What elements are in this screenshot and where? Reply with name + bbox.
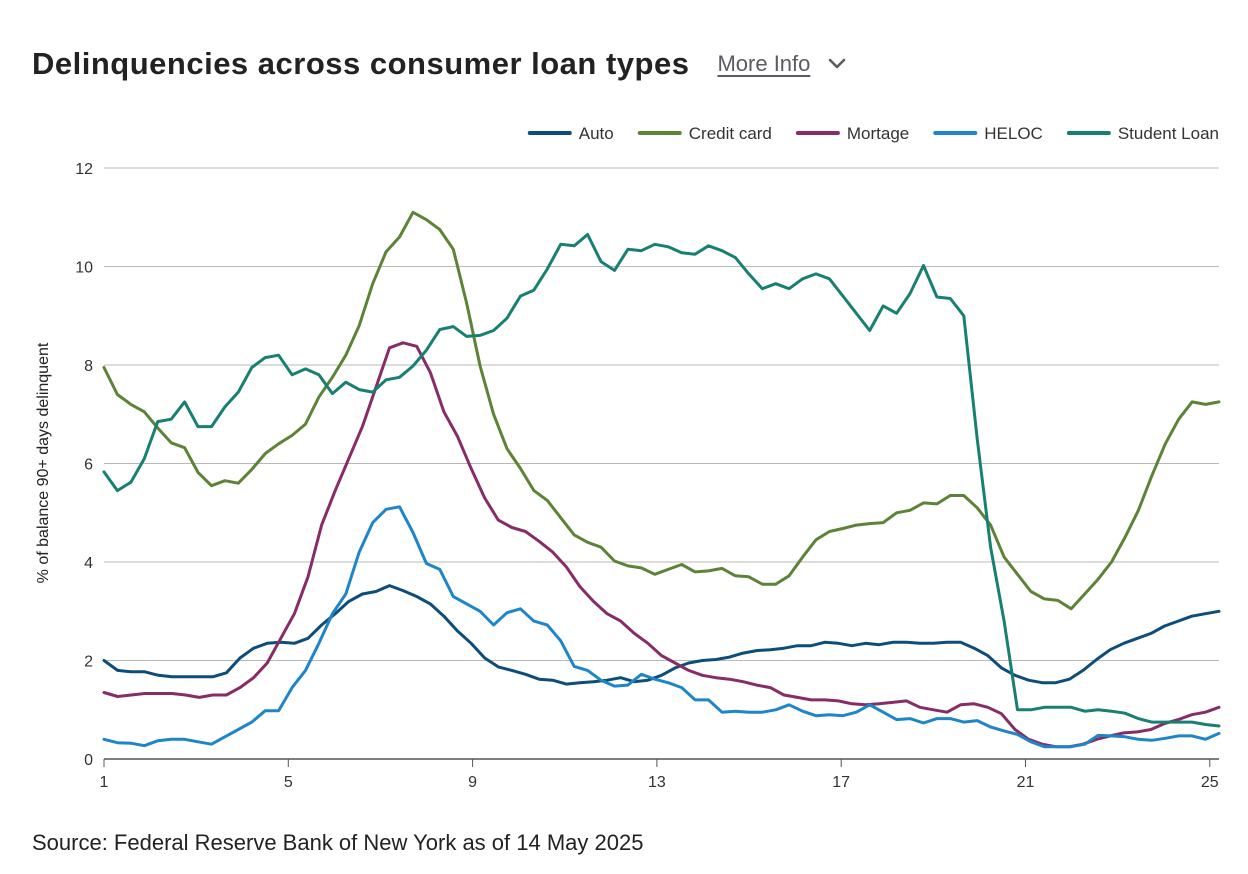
- source-note: Source: Federal Reserve Bank of New York…: [32, 830, 644, 855]
- y-tick-label: 10: [75, 260, 93, 277]
- series-line-student-loan[interactable]: [102, 233, 1221, 728]
- legend-item-auto[interactable]: Auto: [527, 124, 614, 143]
- more-info-button[interactable]: More Info: [717, 51, 846, 77]
- legend-label: Credit card: [689, 124, 772, 143]
- chart-header: Delinquencies across consumer loan types…: [32, 40, 846, 88]
- y-tick-label: 8: [84, 358, 93, 375]
- legend-label: HELOC: [984, 124, 1043, 143]
- series-lines: [102, 210, 1221, 749]
- x-tick-label: 17: [832, 774, 850, 791]
- chart-title: Delinquencies across consumer loan types: [32, 46, 690, 81]
- x-tick-label: 5: [284, 774, 293, 791]
- y-axis-title: % of balance 90+ days delinquent: [35, 342, 52, 583]
- series-line-mortage[interactable]: [102, 341, 1221, 749]
- series-line-auto[interactable]: [102, 584, 1221, 686]
- series-line-credit-card[interactable]: [102, 210, 1221, 611]
- legend-label: Mortage: [847, 124, 909, 143]
- y-tick-label: 6: [84, 457, 93, 474]
- y-tick-label: 4: [84, 555, 93, 572]
- gridlines: [104, 167, 1219, 661]
- legend-item-credit-card[interactable]: Credit card: [637, 124, 772, 143]
- x-tick-label: 1: [100, 774, 109, 791]
- series-line-heloc[interactable]: [102, 505, 1221, 749]
- legend[interactable]: Auto Credit card Mortage HELOC Student Loan: [527, 124, 1219, 143]
- y-tick-label: 0: [84, 752, 93, 769]
- y-tick-label: 2: [84, 654, 93, 671]
- more-info-label: More Info: [717, 51, 811, 76]
- x-tick-label: 9: [468, 774, 477, 791]
- legend-label: Auto: [579, 124, 614, 143]
- legend-item-heloc[interactable]: HELOC: [933, 124, 1043, 143]
- legend-item-mortage[interactable]: Mortage: [795, 124, 909, 143]
- chevron-down-icon[interactable]: [828, 58, 846, 70]
- x-tick-label: 13: [648, 774, 666, 791]
- y-tick-label: 12: [75, 161, 93, 178]
- x-tick-label: 25: [1201, 774, 1219, 791]
- legend-label: Student Loan: [1118, 124, 1219, 143]
- legend-item-student-loan[interactable]: Student Loan: [1066, 124, 1219, 143]
- x-tick-label: 21: [1017, 774, 1035, 791]
- axes: 0 2 4 6 8 10 12 1 5 9 13 17 21 25 % of balance 90+ day…: [35, 161, 1219, 791]
